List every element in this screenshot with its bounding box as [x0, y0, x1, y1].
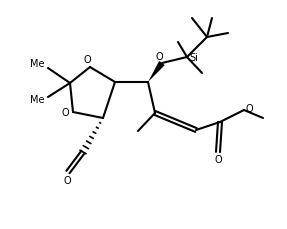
Text: Me: Me	[30, 59, 44, 69]
Text: Me: Me	[30, 95, 44, 105]
Text: O: O	[63, 176, 71, 186]
Text: O: O	[83, 55, 91, 65]
Text: O: O	[61, 108, 69, 118]
Text: O: O	[245, 104, 253, 114]
Text: Si: Si	[189, 53, 198, 63]
Text: O: O	[155, 52, 163, 62]
Polygon shape	[148, 61, 165, 82]
Text: O: O	[214, 155, 222, 165]
